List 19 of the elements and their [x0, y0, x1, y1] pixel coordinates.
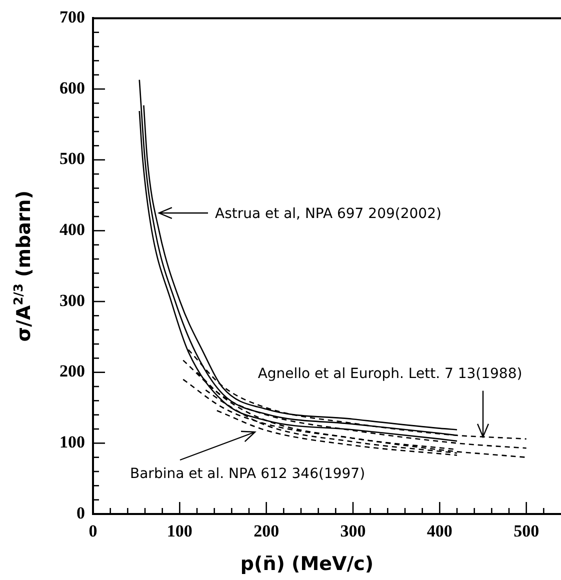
y-tick-label: 700	[60, 8, 85, 27]
x-tick-label: 400	[426, 522, 452, 541]
annotation: Astrua et al, NPA 697 209(2002)	[215, 206, 442, 222]
y-tick-label: 100	[60, 432, 85, 452]
y-tick-label: 500	[60, 149, 85, 168]
x-tick-label: 300	[340, 522, 366, 541]
x-axis-title: p(n̄) (MeV/c)	[240, 553, 374, 575]
y-tick-label: 400	[60, 220, 85, 240]
y-tick-label: 0	[76, 503, 85, 522]
x-tick-label: 100	[166, 522, 192, 541]
annotation: Barbina et al. NPA 612 346(1997)	[130, 466, 366, 482]
x-tick-label: 200	[254, 522, 280, 541]
y-tick-label: 300	[60, 290, 85, 310]
y-axis-title: σ/A2/3 (mbarn)	[11, 190, 35, 342]
y-tick-label: 600	[60, 78, 85, 98]
y-tick-label: 200	[60, 362, 85, 381]
x-tick-label: 0	[88, 522, 98, 541]
annotation: Agnello et al Europh. Lett. 7 13(1988)	[258, 366, 522, 382]
x-tick-label: 500	[514, 522, 540, 541]
